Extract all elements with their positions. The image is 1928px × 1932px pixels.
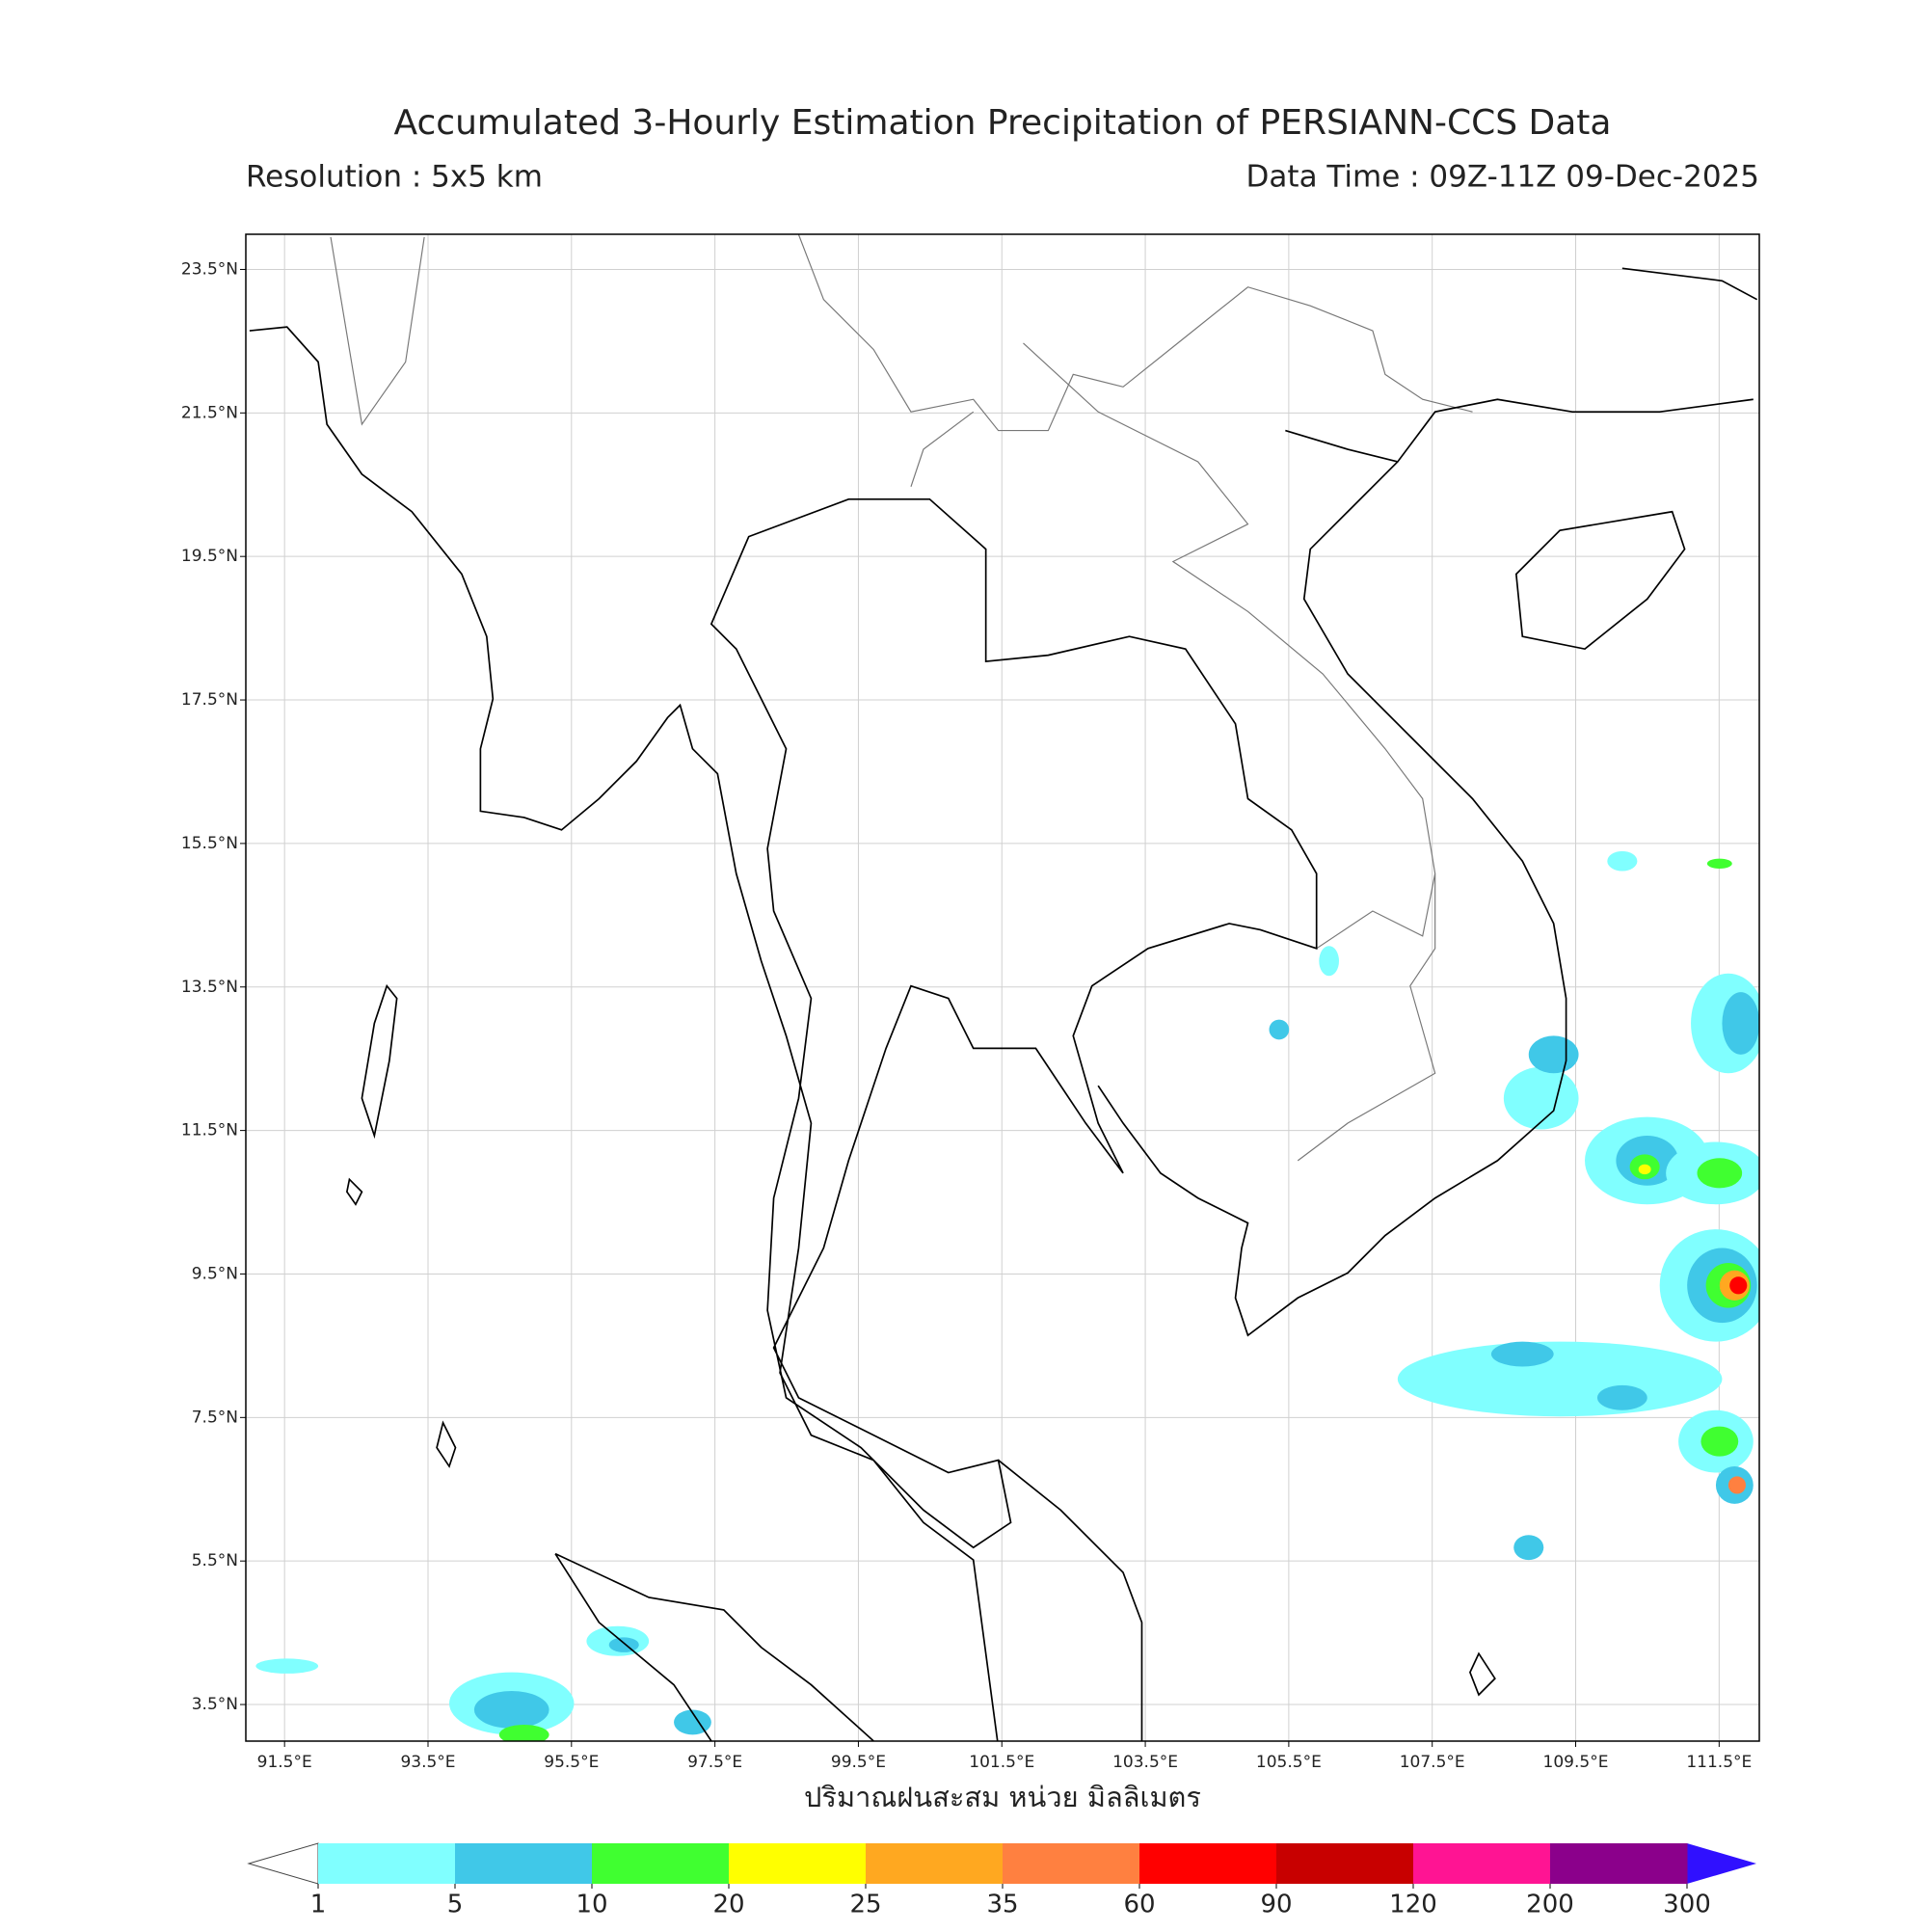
colorbar-segment bbox=[455, 1843, 593, 1884]
colorbar-segment bbox=[729, 1843, 867, 1884]
map-frame bbox=[245, 233, 1760, 1742]
colorbar-over bbox=[1687, 1843, 1756, 1884]
lat-tick-label: 9.5°N bbox=[192, 1264, 238, 1283]
lon-tick-label: 105.5°E bbox=[1256, 1753, 1322, 1772]
lon-tick-label: 111.5°E bbox=[1686, 1753, 1752, 1772]
colorbar-label: 300 bbox=[1663, 1891, 1711, 1919]
lon-tick-label: 93.5°E bbox=[400, 1753, 455, 1772]
lat-tick-label: 11.5°N bbox=[181, 1121, 238, 1140]
grid bbox=[246, 234, 1759, 1741]
data-time: Data Time : 09Z-11Z 09-Dec-2025 bbox=[1246, 160, 1759, 195]
colorbar-label: 120 bbox=[1389, 1891, 1437, 1919]
colorbar-segment bbox=[1139, 1843, 1277, 1884]
lon-tick-label: 107.5°E bbox=[1400, 1753, 1465, 1772]
lat-tick-label: 5.5°N bbox=[192, 1551, 238, 1570]
colorbar-segment bbox=[318, 1843, 456, 1884]
colorbar-segment bbox=[1413, 1843, 1551, 1884]
lat-tick-label: 23.5°N bbox=[181, 259, 238, 279]
lon-tick-label: 91.5°E bbox=[257, 1753, 312, 1772]
colorbar-segment bbox=[866, 1843, 1004, 1884]
title: Accumulated 3-Hourly Estimation Precipit… bbox=[394, 103, 1612, 143]
colorbar-segment bbox=[1276, 1843, 1414, 1884]
colorbar-segment bbox=[592, 1843, 730, 1884]
colorbar-under bbox=[247, 1842, 319, 1885]
lon-tick-label: 99.5°E bbox=[831, 1753, 886, 1772]
colorbar-label: 1 bbox=[310, 1891, 327, 1919]
lat-tick-label: 17.5°N bbox=[181, 690, 238, 710]
lat-tick-label: 3.5°N bbox=[192, 1695, 238, 1714]
lon-tick-label: 103.5°E bbox=[1112, 1753, 1178, 1772]
lon-tick-label: 109.5°E bbox=[1543, 1753, 1609, 1772]
colorbar: 1 5 10 20 25 35 60 90 120 200 300 bbox=[247, 1842, 1756, 1919]
colorbar-label: 60 bbox=[1123, 1891, 1155, 1919]
precipitation bbox=[255, 850, 1759, 1741]
map-layer bbox=[249, 234, 1759, 1741]
colorbar-label: 35 bbox=[986, 1891, 1018, 1919]
lat-tick-label: 19.5°N bbox=[181, 547, 238, 566]
lat-tick-label: 15.5°N bbox=[181, 834, 238, 853]
colorbar-label: 5 bbox=[447, 1891, 464, 1919]
lon-tick-label: 101.5°E bbox=[969, 1753, 1034, 1772]
colorbar-label: 10 bbox=[576, 1891, 607, 1919]
colorbar-label: 20 bbox=[712, 1891, 744, 1919]
x-axis-label: ปริมาณฝนสะสม หน่วย มิลลิเมตร bbox=[804, 1781, 1201, 1813]
colorbar-segment bbox=[1003, 1843, 1140, 1884]
lon-tick-label: 95.5°E bbox=[544, 1753, 599, 1772]
colorbar-label: 90 bbox=[1260, 1891, 1292, 1919]
geography bbox=[249, 234, 1759, 1741]
colorbar-label: 200 bbox=[1526, 1891, 1574, 1919]
lat-tick-label: 13.5°N bbox=[181, 978, 238, 997]
lon-tick-label: 97.5°E bbox=[687, 1753, 742, 1772]
resolution: Resolution : 5x5 km bbox=[246, 160, 543, 195]
lat-tick-label: 21.5°N bbox=[181, 403, 238, 422]
lat-tick-label: 7.5°N bbox=[192, 1408, 238, 1427]
colorbar-segment bbox=[1550, 1843, 1688, 1884]
colorbar-label: 25 bbox=[849, 1891, 881, 1919]
